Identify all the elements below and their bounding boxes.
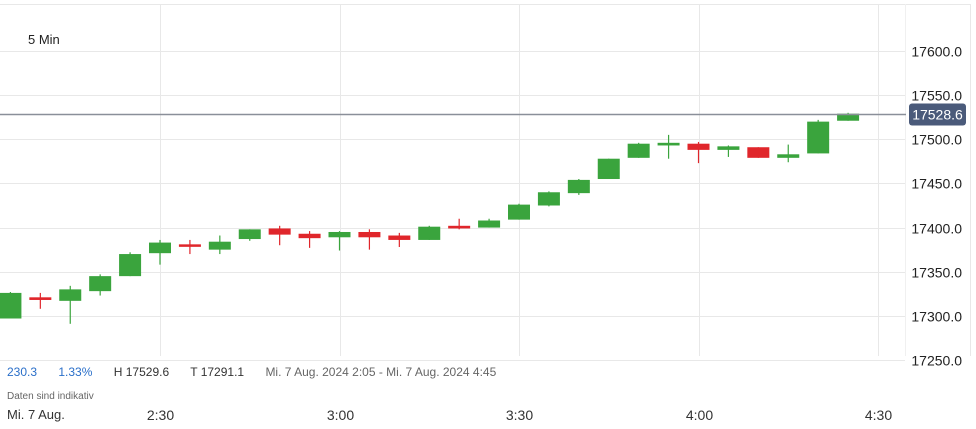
- candle: [567, 179, 590, 195]
- candle-body: [59, 289, 82, 301]
- candle: [268, 225, 291, 246]
- indicative-note: Daten sind indikativ: [7, 391, 94, 402]
- candle-body: [777, 154, 800, 158]
- candle-body: [747, 147, 770, 158]
- y-tick-label: 17300.0: [911, 309, 962, 325]
- high-value: H 17529.6: [113, 365, 170, 379]
- candle: [29, 292, 52, 309]
- y-axis: 17600.0 17550.0 17500.0 17450.0 17400.0 17350…: [911, 44, 962, 369]
- candle-body: [567, 179, 590, 194]
- candle-body: [298, 233, 321, 239]
- candle-body: [29, 297, 52, 300]
- candle: [149, 239, 171, 265]
- candle-body: [149, 242, 171, 254]
- candle: [59, 285, 82, 324]
- x-tick-label: 2:30: [147, 407, 174, 423]
- last-price-label: 17528.6: [912, 107, 963, 123]
- last-price-marker: 17528.6: [0, 103, 966, 126]
- y-tick-label: 17250.0: [911, 353, 962, 369]
- candle: [238, 229, 261, 241]
- price-stats: 230.3 1.33% H 17529.6 T 17291.1 Mi. 7 Au…: [7, 365, 514, 379]
- candle: [0, 292, 22, 319]
- candle-body: [178, 244, 201, 247]
- time-range: Mi. 7 Aug. 2024 2:05 - Mi. 7 Aug. 2024 4…: [265, 365, 497, 379]
- candle: [657, 134, 680, 159]
- candles: [0, 112, 860, 324]
- candle: [687, 141, 710, 164]
- candle-body: [597, 158, 620, 180]
- candle: [328, 231, 351, 251]
- y-tick-label: 17600.0: [911, 44, 962, 60]
- candle-body: [687, 143, 710, 150]
- interval-selector[interactable]: 5 Min: [20, 30, 68, 49]
- last-price-badge: [909, 103, 966, 126]
- candle: [208, 235, 231, 255]
- candle: [627, 142, 650, 158]
- candle-body: [89, 276, 112, 292]
- candle-body: [448, 225, 471, 229]
- price-change: 230.3: [7, 365, 38, 379]
- candle: [777, 144, 800, 163]
- candle: [418, 225, 441, 240]
- candle-body: [657, 142, 680, 146]
- candle: [537, 191, 560, 207]
- price-change-percent: 1.33%: [58, 365, 93, 379]
- y-tick-label: 17450.0: [911, 176, 962, 192]
- x-tick-label: 3:30: [506, 407, 533, 423]
- y-tick-label: 17500.0: [911, 132, 962, 148]
- candle-body: [537, 192, 560, 206]
- x-axis: 2:30 3:00 3:30 4:00 4:30: [147, 407, 892, 423]
- candle: [358, 229, 381, 250]
- x-tick-label: 3:00: [327, 407, 354, 423]
- candle-body: [478, 220, 501, 228]
- candle: [89, 274, 112, 296]
- x-tick-label: 4:30: [865, 407, 892, 423]
- candle-body: [717, 146, 740, 150]
- candle: [388, 232, 411, 247]
- candle: [298, 231, 321, 248]
- candle-body: [388, 235, 411, 240]
- candle: [597, 158, 620, 180]
- candle: [478, 218, 501, 228]
- y-tick-label: 17550.0: [911, 88, 962, 104]
- y-tick-label: 17400.0: [911, 221, 962, 237]
- candle: [717, 145, 740, 157]
- candle: [178, 239, 201, 255]
- candle-body: [627, 143, 650, 158]
- candle: [747, 147, 770, 158]
- candle-body: [268, 228, 291, 235]
- candle: [807, 119, 830, 154]
- date-label: Mi. 7 Aug.: [7, 407, 65, 422]
- low-value: T 17291.1: [190, 365, 245, 379]
- y-tick-label: 17350.0: [911, 265, 962, 281]
- candle-body: [358, 231, 381, 238]
- candle: [448, 218, 471, 230]
- candle-body: [508, 204, 530, 220]
- candle: [119, 252, 142, 277]
- candle-body: [0, 292, 22, 319]
- x-tick-label: 4:00: [686, 407, 713, 423]
- candle-body: [238, 229, 261, 240]
- candle-body: [837, 113, 860, 121]
- grid: [0, 4, 971, 361]
- candle-body: [119, 254, 142, 277]
- candle-body: [418, 226, 441, 240]
- candle-body: [807, 121, 830, 154]
- candle-body: [208, 241, 231, 250]
- candle: [508, 203, 530, 220]
- candle-body: [328, 231, 351, 238]
